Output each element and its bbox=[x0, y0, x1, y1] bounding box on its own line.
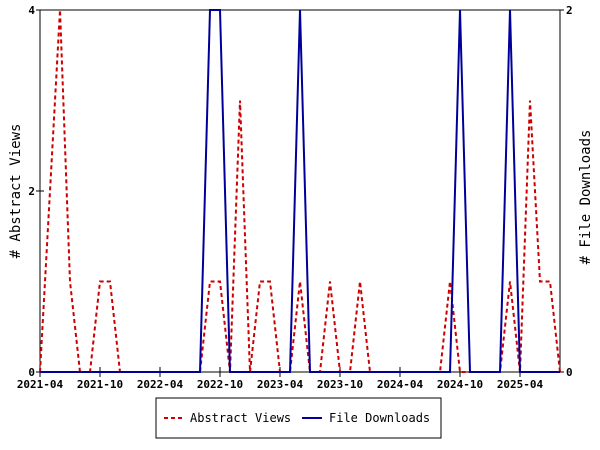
legend-box bbox=[155, 397, 442, 439]
legend-label-file-downloads: File Downloads bbox=[329, 411, 430, 425]
y-tick-label: 0 bbox=[28, 366, 35, 379]
y-tick-label: 4 bbox=[28, 4, 35, 17]
x-tick-label: 2025-04 bbox=[497, 378, 544, 391]
x-tick-label: 2023-04 bbox=[257, 378, 304, 391]
y2-tick-label: 0 bbox=[566, 366, 573, 379]
x-tick-label: 2022-04 bbox=[137, 378, 184, 391]
y2-tick-label: 2 bbox=[566, 4, 573, 17]
plot-area bbox=[39, 9, 561, 373]
legend: Abstract Views File Downloads bbox=[155, 397, 442, 439]
x-tick-label: 2021-10 bbox=[77, 378, 123, 391]
legend-label-abstract-views: Abstract Views bbox=[190, 411, 291, 425]
series-layer bbox=[39, 9, 561, 373]
x-tick-label: 2023-10 bbox=[317, 378, 363, 391]
x-tick-label: 2024-04 bbox=[377, 378, 424, 391]
x-axis-ticks: 2021-04 2021-10 2022-04 2022-10 2023-04 2023-… bbox=[17, 367, 544, 391]
x-tick-label: 2024-10 bbox=[437, 378, 483, 391]
series-line-file-downloads bbox=[40, 9, 560, 373]
y-tick-label: 2 bbox=[28, 185, 35, 198]
y-axis-title: # Abstract Views bbox=[8, 124, 24, 259]
x-tick-label: 2022-10 bbox=[197, 378, 243, 391]
x-tick-label: 2021-04 bbox=[17, 378, 64, 391]
y2-axis-title: # File Downloads bbox=[578, 130, 594, 265]
